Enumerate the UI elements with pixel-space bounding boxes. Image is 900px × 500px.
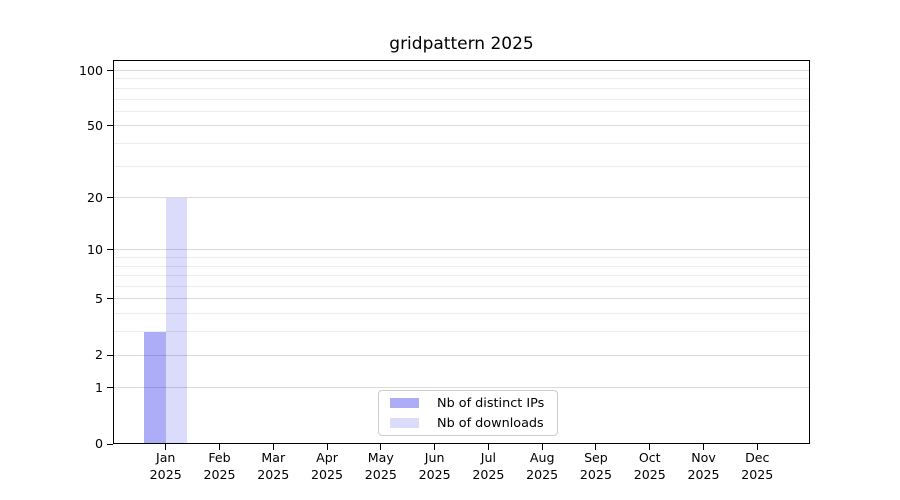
y-tick-label: 20: [86, 189, 103, 205]
y-tick-mark: [107, 387, 113, 389]
x-tick-year: 2025: [257, 467, 290, 482]
x-tick-mark: [649, 444, 651, 450]
x-tick-month: Mar: [261, 450, 286, 465]
x-tick-month: Nov: [691, 450, 716, 465]
bar-nb-of-distinct-ips-jan: [144, 331, 166, 444]
y-tick-mark: [107, 443, 113, 445]
plot-area: [113, 60, 810, 444]
x-tick-month: Jun: [424, 450, 445, 465]
x-tick-mark: [326, 444, 328, 450]
y-tick-label: 2: [94, 347, 103, 363]
gridline-minor: [113, 286, 810, 288]
x-tick-month: Feb: [208, 450, 231, 465]
gridline-major: [113, 70, 810, 71]
x-tick-year: 2025: [687, 467, 720, 482]
x-tick-month: Jan: [155, 450, 176, 465]
gridline-minor: [113, 142, 810, 144]
gridline-minor: [113, 165, 810, 167]
y-tick-mark: [107, 354, 113, 356]
gridline-major: [113, 354, 810, 356]
x-tick-month: Apr: [316, 450, 338, 465]
y-tick-label: 1: [94, 379, 103, 395]
gridline-minor: [113, 110, 810, 112]
x-tick-label: May 2025: [351, 449, 411, 483]
x-tick-label: Jul 2025: [458, 449, 518, 483]
x-tick-month: Jul: [480, 450, 496, 465]
x-tick-month: Aug: [529, 450, 555, 465]
x-tick-label: Jun 2025: [405, 449, 465, 483]
x-tick-mark: [595, 444, 597, 450]
legend-row: Nb of distinct IPs: [390, 396, 546, 411]
x-tick-mark: [165, 444, 167, 450]
x-tick-month: Sep: [584, 450, 608, 465]
x-tick-label: Oct 2025: [620, 449, 680, 483]
x-tick-month: May: [367, 450, 394, 465]
x-tick-mark: [487, 444, 489, 450]
x-tick-year: 2025: [149, 467, 182, 482]
x-tick-mark: [380, 444, 382, 450]
gridline-minor: [113, 275, 810, 277]
x-tick-label: Dec 2025: [727, 449, 787, 483]
x-tick-year: 2025: [579, 467, 612, 482]
gridline-minor: [113, 98, 810, 100]
x-tick-label: Nov 2025: [674, 449, 734, 483]
x-tick-year: 2025: [741, 467, 774, 482]
y-tick-label: 50: [86, 117, 103, 133]
x-tick-year: 2025: [418, 467, 451, 482]
y-tick-mark: [107, 125, 113, 127]
legend: Nb of distinct IPs Nb of downloads: [378, 390, 558, 436]
gridline-minor: [113, 313, 810, 315]
y-tick-label: 0: [94, 436, 103, 451]
x-tick-year: 2025: [364, 467, 397, 482]
gridline-major: [113, 387, 810, 389]
x-tick-year: 2025: [311, 467, 344, 482]
x-tick-month: Oct: [638, 450, 661, 465]
y-tick-label: 5: [94, 290, 103, 306]
gridline-minor: [113, 257, 810, 259]
legend-row: Nb of downloads: [390, 416, 546, 431]
gridline-minor: [113, 87, 810, 89]
y-tick-mark: [107, 70, 113, 71]
bar-nb-of-downloads-jan: [165, 197, 188, 444]
gridline-major: [113, 249, 810, 251]
gridline-minor: [113, 78, 810, 80]
gridline-major: [113, 125, 810, 127]
chart-title: gridpattern 2025: [389, 34, 534, 54]
legend-label: Nb of distinct IPs: [437, 395, 545, 411]
x-tick-label: Mar 2025: [243, 449, 303, 483]
x-tick-mark: [756, 444, 758, 450]
gridline-minor: [113, 331, 810, 333]
x-tick-mark: [272, 444, 274, 450]
x-tick-mark: [218, 444, 220, 450]
gridline-major: [113, 197, 810, 199]
y-tick-mark: [107, 249, 113, 251]
x-tick-mark: [703, 444, 704, 450]
y-tick-mark: [107, 197, 113, 199]
gridline-major: [113, 298, 810, 300]
x-tick-month: Dec: [745, 450, 770, 465]
x-tick-label: Feb 2025: [189, 449, 249, 483]
x-tick-year: 2025: [472, 467, 505, 482]
legend-label: Nb of downloads: [437, 415, 544, 431]
x-tick-year: 2025: [633, 467, 666, 482]
legend-swatch-nb-of-distinct-ips: [390, 398, 419, 408]
y-tick-mark: [107, 298, 113, 300]
x-tick-label: Aug 2025: [512, 449, 572, 483]
x-tick-year: 2025: [526, 467, 559, 482]
legend-swatch-nb-of-downloads: [390, 418, 419, 428]
x-tick-label: Apr 2025: [297, 449, 357, 483]
x-tick-label: Jan 2025: [136, 449, 196, 483]
y-tick-label: 100: [78, 62, 103, 78]
y-tick-label: 10: [86, 241, 103, 257]
x-tick-mark: [541, 444, 543, 450]
x-tick-mark: [434, 444, 436, 450]
x-tick-year: 2025: [203, 467, 236, 482]
x-tick-label: Sep 2025: [566, 449, 626, 483]
gridline-minor: [113, 265, 810, 267]
